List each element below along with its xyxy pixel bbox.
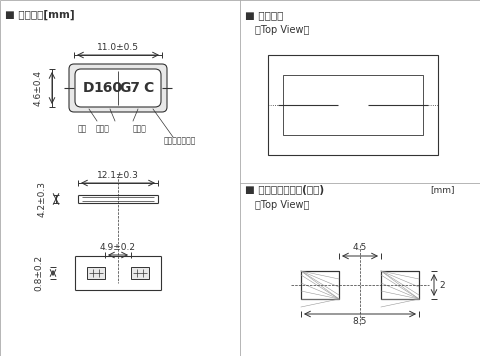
Text: D: D <box>82 81 94 95</box>
Ellipse shape <box>370 94 406 116</box>
Text: 11.0±0.5: 11.0±0.5 <box>97 43 139 52</box>
Text: 8.5: 8.5 <box>353 318 367 326</box>
Text: C: C <box>143 81 153 95</box>
Text: ■ 外形寸法[mm]: ■ 外形寸法[mm] <box>5 10 74 20</box>
Text: G7: G7 <box>120 81 141 95</box>
FancyBboxPatch shape <box>75 69 161 107</box>
Text: [mm]: [mm] <box>430 185 455 194</box>
Text: 160: 160 <box>94 81 122 95</box>
Text: 4.5: 4.5 <box>353 244 367 252</box>
Text: 4.6±0.4: 4.6±0.4 <box>34 70 43 106</box>
Text: 12.1±0.3: 12.1±0.3 <box>97 172 139 180</box>
Bar <box>268 55 438 155</box>
Bar <box>381 271 419 299</box>
FancyBboxPatch shape <box>69 64 167 112</box>
Text: 社名: 社名 <box>77 125 86 134</box>
Text: 製造ロット番号: 製造ロット番号 <box>164 136 196 146</box>
Bar <box>87 267 105 279</box>
Bar <box>345 94 361 116</box>
Text: 2: 2 <box>439 281 445 289</box>
Text: ■ 内部接続: ■ 内部接続 <box>245 10 283 20</box>
Bar <box>301 271 339 299</box>
Text: 周波数: 周波数 <box>96 125 110 134</box>
Ellipse shape <box>300 94 336 116</box>
Text: 〈Top View〉: 〈Top View〉 <box>255 25 310 35</box>
Text: 生産地: 生産地 <box>133 125 147 134</box>
Bar <box>381 271 419 299</box>
Bar <box>131 267 149 279</box>
Bar <box>301 271 339 299</box>
Text: 4.2±0.3: 4.2±0.3 <box>37 181 47 217</box>
Text: 0.8±0.2: 0.8±0.2 <box>35 255 44 291</box>
Text: 〈Top View〉: 〈Top View〉 <box>255 200 310 210</box>
Bar <box>283 75 423 135</box>
Text: 4.9±0.2: 4.9±0.2 <box>100 244 136 252</box>
Text: ■ ランドパターン(参考): ■ ランドパターン(参考) <box>245 185 324 195</box>
